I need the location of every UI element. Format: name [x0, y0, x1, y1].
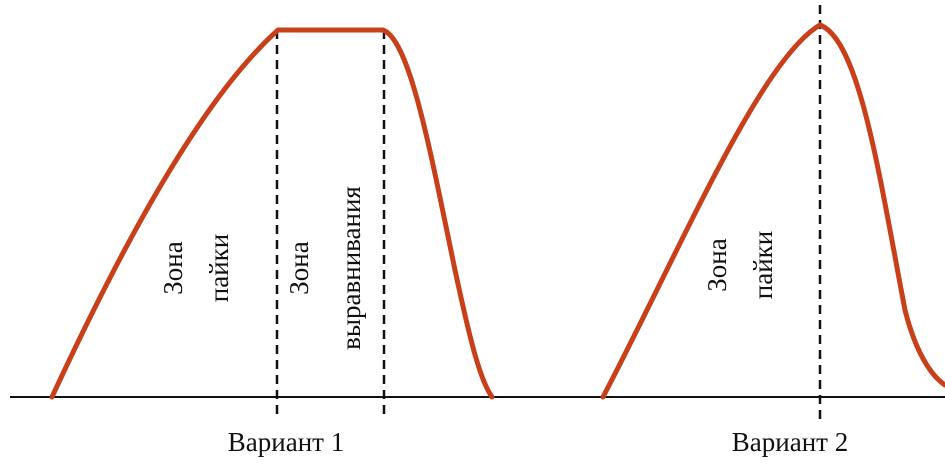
profile-curve: [49, 27, 495, 400]
variant-label: Вариант 1: [228, 427, 344, 457]
profile-curve: [600, 22, 945, 400]
zone-label: Зона: [702, 238, 732, 291]
zone-label: пайки: [204, 234, 234, 302]
zone-label: выравнивания: [336, 186, 366, 350]
zone-label: Зона: [284, 241, 314, 294]
zone-label: Зона: [158, 241, 188, 294]
zone-label: пайки: [748, 231, 778, 299]
variant-label: Вариант 2: [732, 427, 848, 457]
